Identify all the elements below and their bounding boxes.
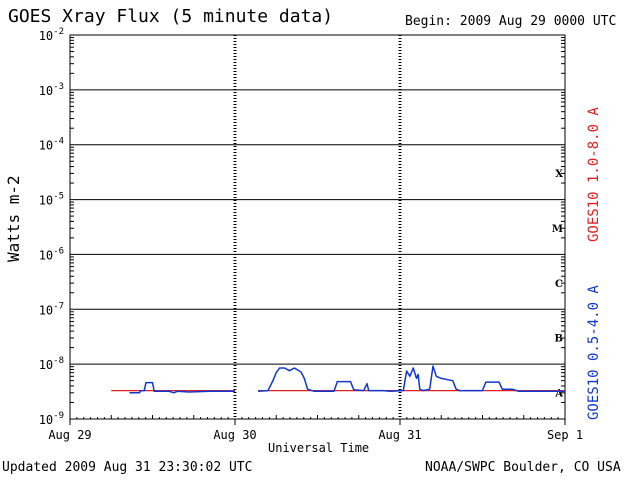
- y-tick-label: 10-8: [39, 356, 64, 372]
- x-tick-label: Sep 1: [547, 428, 583, 442]
- flare-class-label: X: [555, 169, 563, 180]
- credit-label: NOAA/SWPC Boulder, CO USA: [425, 460, 621, 475]
- flare-class-label: B: [555, 334, 563, 345]
- series-short-line: [129, 381, 235, 394]
- y-tick-label: 10-9: [39, 411, 64, 427]
- flare-class-label: A: [554, 389, 563, 400]
- x-tick-label: Aug 31: [378, 428, 421, 442]
- y-tick-label: 10-3: [39, 82, 64, 98]
- chart-title: GOES Xray Flux (5 minute data): [8, 6, 334, 27]
- y-tick-label: 10-4: [39, 137, 64, 153]
- begin-timestamp: Begin: 2009 Aug 29 0000 UTC: [405, 14, 617, 29]
- x-axis-label: Universal Time: [268, 441, 370, 455]
- series-short-line: [258, 365, 565, 393]
- flare-class-label: M: [552, 224, 563, 235]
- y-tick-label: 10-2: [39, 27, 64, 43]
- y-tick-label: 10-5: [39, 192, 64, 208]
- flare-class-label: C: [555, 279, 563, 290]
- x-tick-label: Aug 29: [48, 428, 91, 442]
- updated-timestamp: Updated 2009 Aug 31 23:30:02 UTC: [2, 460, 253, 475]
- y-tick-label: 10-6: [39, 246, 64, 262]
- y-tick-label: 10-7: [39, 301, 64, 317]
- plot-frame: [69, 34, 566, 420]
- x-tick-label: Aug 30: [213, 428, 256, 442]
